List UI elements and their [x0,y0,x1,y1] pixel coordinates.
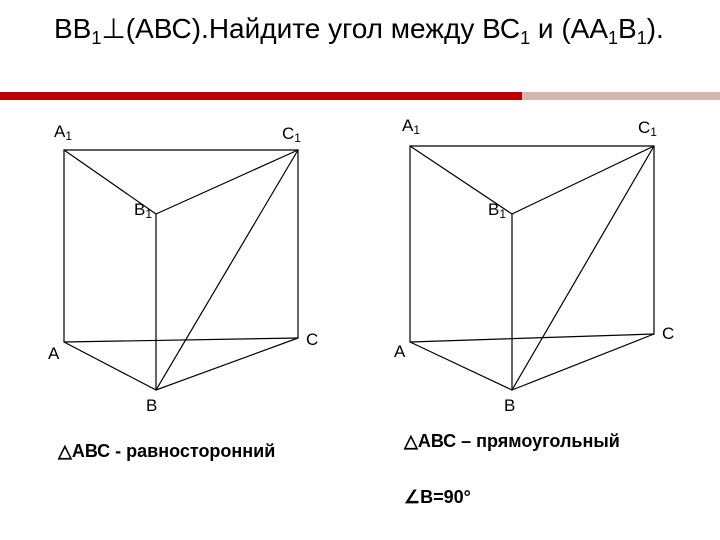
vertex-label-C: C [662,324,674,344]
title-s4: 1 [637,28,647,48]
title-t5: ). [647,13,664,44]
title-t3: и (АА [530,13,608,44]
title-t2: ⊥(АВС).Найдите угол между ВС [101,13,520,44]
title-s1: 1 [91,28,101,48]
problem-title: ВВ1⊥(АВС).Найдите угол между ВС1 и (АА1В… [54,12,664,49]
prism-figure-right: A B C A1 B1 C1 [394,110,704,420]
vertex-label-B1: B1 [488,200,506,220]
title-s3: 1 [608,28,618,48]
title-t1: ВВ [54,13,91,44]
prism-right-svg [394,110,704,420]
title-s2: 1 [520,28,530,48]
caption-equilateral: △АВС - равносторонний [58,440,278,462]
divider-bar [0,92,720,100]
vertex-label-C: C [306,330,318,350]
vertex-label-B1: B1 [134,200,152,220]
vertex-label-A1: A1 [54,122,72,142]
prism-figure-left: A B C A1 B1 C1 [48,110,358,420]
vertex-label-C1: C1 [282,124,301,144]
vertex-label-A1: A1 [402,116,420,136]
vertex-label-A: A [48,344,59,364]
caption-angle-b: ∠В=90° [404,486,471,508]
divider-tail [522,92,720,100]
vertex-label-A: A [394,342,405,362]
prism-left-svg [48,110,358,420]
title-t4: В [618,13,637,44]
caption-right-triangle: △АВС – прямоугольный [404,430,634,452]
vertex-label-C1: C1 [638,118,657,138]
vertex-label-B: B [146,396,157,416]
vertex-label-B: B [504,396,515,416]
divider-main [0,92,522,100]
